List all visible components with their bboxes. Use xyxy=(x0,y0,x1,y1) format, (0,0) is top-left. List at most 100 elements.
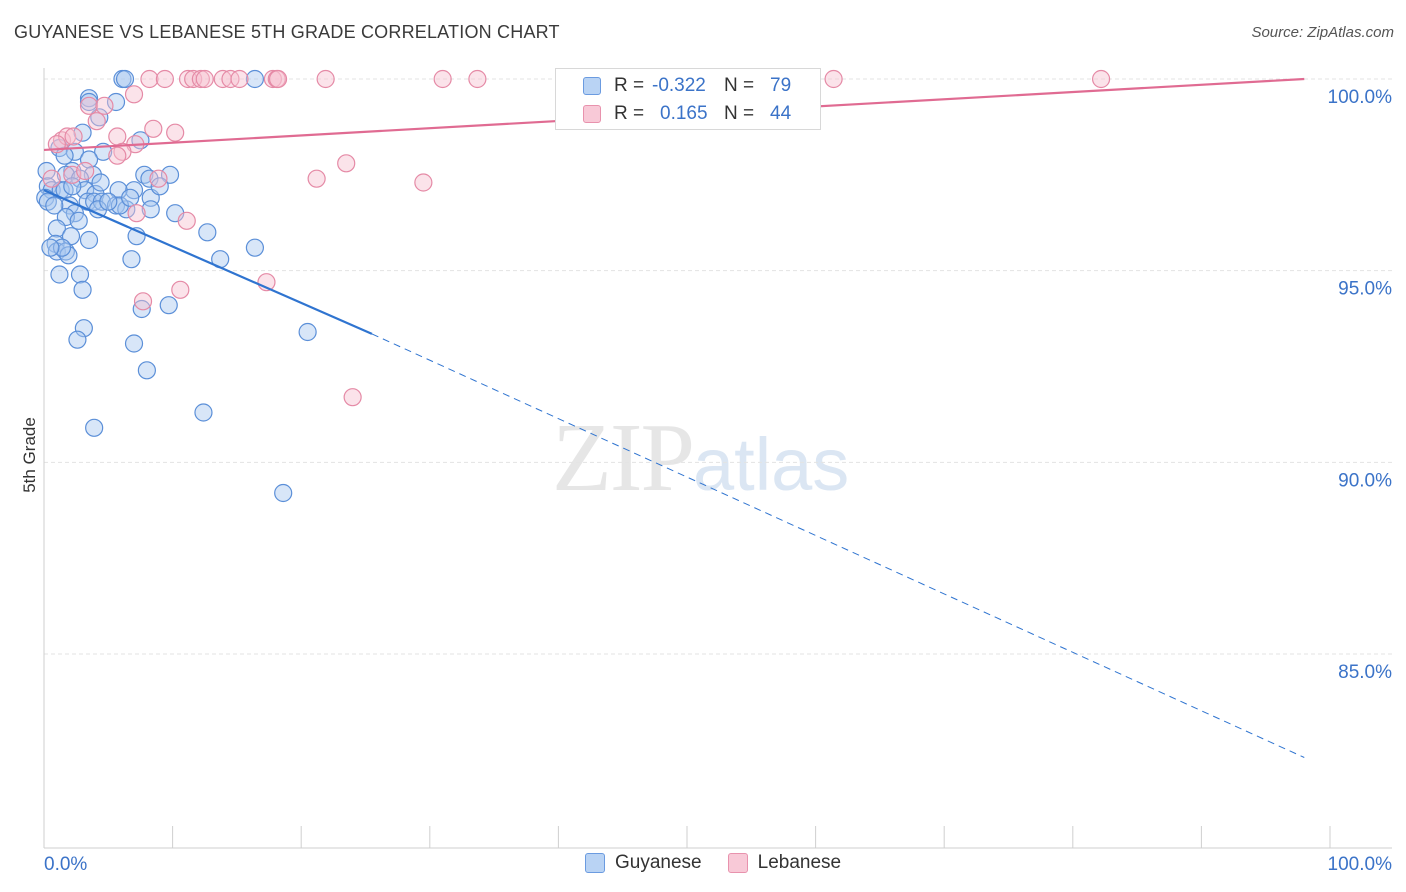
lebanese-point xyxy=(343,388,362,407)
guyanese-point xyxy=(245,238,265,257)
guyanese-point xyxy=(68,330,87,349)
lebanese-point xyxy=(64,127,83,146)
legend-row-lebanese: R = 0.165 N = 44 xyxy=(556,100,820,128)
guyanese-point xyxy=(160,165,180,184)
lebanese-point xyxy=(195,69,214,89)
legend-row-guyanese: R = -0.322 N = 79 xyxy=(556,72,820,100)
lebanese-point xyxy=(155,69,174,89)
guyanese-point xyxy=(115,69,135,89)
guyanese-swatch xyxy=(583,77,601,95)
lebanese-point xyxy=(268,69,288,89)
guyanese-point xyxy=(298,322,317,342)
lebanese-point xyxy=(337,154,356,173)
guyanese-point xyxy=(137,361,156,380)
guyanese-point xyxy=(79,89,99,108)
lebanese-point xyxy=(144,119,163,138)
r-value: -0.322 xyxy=(652,75,706,96)
lebanese-point xyxy=(824,69,843,89)
lebanese-point xyxy=(307,169,326,188)
guyanese-point xyxy=(41,238,60,257)
lebanese-point xyxy=(433,69,452,89)
legend-item-guyanese[interactable]: Guyanese xyxy=(585,852,702,874)
guyanese-point xyxy=(69,211,88,230)
lebanese-point xyxy=(263,69,283,89)
guyanese-point xyxy=(274,483,293,503)
lebanese-point xyxy=(124,85,144,104)
r-label: R = xyxy=(614,103,645,124)
lebanese-point xyxy=(177,211,196,230)
trend-lines xyxy=(43,77,1305,758)
r-value: 0.165 xyxy=(660,103,708,124)
guyanese-point xyxy=(124,334,144,353)
guyanese-point xyxy=(74,319,93,338)
y-tick-label: 90.0% xyxy=(1338,470,1392,491)
legend-label-guyanese: Guyanese xyxy=(615,852,702,873)
guyanese-point xyxy=(99,192,118,211)
watermark-atlas: atlas xyxy=(693,423,850,506)
lebanese-point xyxy=(171,280,190,299)
guyanese-point xyxy=(50,265,69,284)
y-axis-label: 5th Grade xyxy=(20,417,39,493)
legend-item-lebanese[interactable]: Lebanese xyxy=(727,852,842,874)
guyanese-point xyxy=(245,69,265,89)
lebanese-point xyxy=(316,69,335,89)
guyanese-point xyxy=(85,418,104,437)
lebanese-point xyxy=(230,69,249,89)
n-value: 79 xyxy=(770,75,792,96)
guyanese-trend-extension xyxy=(371,333,1305,758)
axis-labels: 85.0% 90.0% 95.0% 100.0% 0.0% 100.0% 5th Grade xyxy=(20,87,1392,875)
lebanese-point xyxy=(58,127,77,146)
lebanese-point xyxy=(87,112,106,131)
x-tick-label: 0.0% xyxy=(44,854,87,875)
lebanese-point xyxy=(149,169,168,188)
lebanese-point xyxy=(127,204,146,223)
legend-label-lebanese: Lebanese xyxy=(757,852,842,873)
guyanese-point xyxy=(132,299,151,319)
lebanese-point xyxy=(79,96,99,115)
guyanese-trend-line xyxy=(43,189,373,335)
n-label: N = xyxy=(724,103,755,124)
guyanese-point xyxy=(122,250,141,269)
y-tick-label: 95.0% xyxy=(1338,279,1392,300)
guyanese-point xyxy=(198,223,217,242)
guyanese-point xyxy=(141,200,160,219)
series-legend: Guyanese Lebanese xyxy=(585,852,867,874)
guyanese-point xyxy=(73,280,92,299)
y-tick-label: 100.0% xyxy=(1328,87,1393,108)
lebanese-point xyxy=(108,127,127,146)
guyanese-point xyxy=(47,219,66,238)
lebanese-point xyxy=(108,146,127,165)
guyanese-point xyxy=(45,196,64,215)
lebanese-point xyxy=(1091,69,1111,89)
guyanese-point xyxy=(150,177,169,196)
guyanese-point xyxy=(79,230,99,250)
y-tick-label: 85.0% xyxy=(1338,662,1392,683)
guyanese-point xyxy=(106,92,126,112)
r-label: R = xyxy=(614,75,645,96)
lebanese-point xyxy=(468,69,487,89)
lebanese-point xyxy=(166,123,185,142)
guyanese-point xyxy=(79,150,99,169)
guyanese-point xyxy=(159,296,178,315)
guyanese-point xyxy=(91,173,110,192)
source-note: Source: ZipAtlas.com xyxy=(1251,24,1394,41)
x-tick-label: 100.0% xyxy=(1328,854,1393,875)
n-value: 44 xyxy=(770,103,792,124)
grid-lines xyxy=(44,78,1392,655)
lebanese-swatch xyxy=(583,105,601,123)
guyanese-point xyxy=(70,265,90,284)
lebanese-point xyxy=(191,69,210,89)
stats-legend: R = -0.322 N = 79 R = 0.165 N = 44 xyxy=(555,68,821,130)
lebanese-swatch xyxy=(727,853,748,873)
watermark: ZIPatlas xyxy=(552,402,849,514)
guyanese-point xyxy=(121,188,140,207)
lebanese-point xyxy=(42,169,61,188)
chart-title: GUYANESE VS LEBANESE 5TH GRADE CORRELATI… xyxy=(14,22,560,42)
lebanese-point xyxy=(95,96,114,115)
n-label: N = xyxy=(724,75,755,96)
lebanese-point xyxy=(133,292,153,311)
guyanese-point xyxy=(194,403,213,422)
watermark-zip: ZIP xyxy=(552,404,695,512)
lebanese-points xyxy=(42,69,1111,407)
